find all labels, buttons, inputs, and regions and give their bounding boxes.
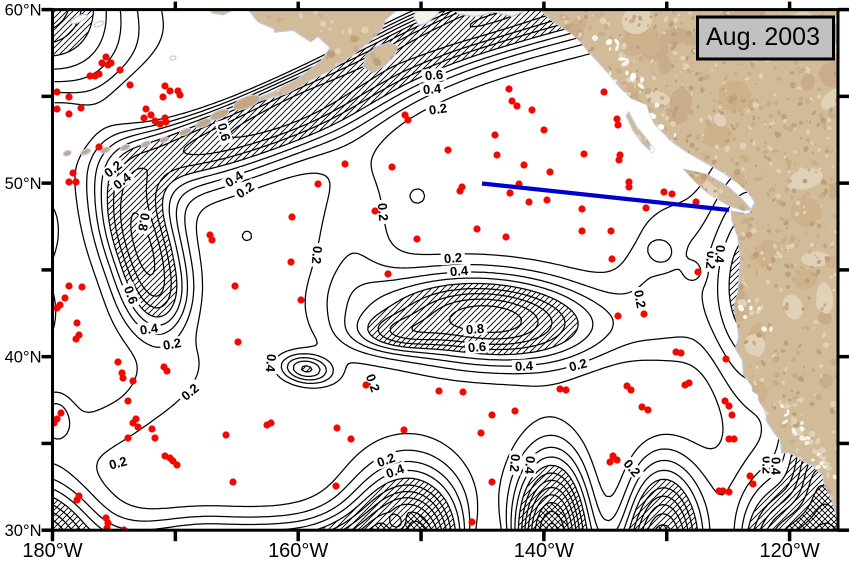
svg-text:0.2: 0.2 bbox=[162, 335, 182, 353]
svg-text:30°N: 30°N bbox=[5, 522, 42, 540]
svg-text:0.2: 0.2 bbox=[375, 450, 397, 470]
svg-text:0.2: 0.2 bbox=[428, 100, 448, 117]
svg-text:50°N: 50°N bbox=[5, 175, 42, 193]
svg-text:0.2: 0.2 bbox=[567, 355, 588, 374]
svg-text:0.4: 0.4 bbox=[139, 320, 160, 337]
svg-text:0.6: 0.6 bbox=[121, 284, 141, 306]
svg-text:0.6: 0.6 bbox=[424, 67, 443, 84]
svg-text:0.2: 0.2 bbox=[507, 453, 524, 472]
svg-text:Aug. 2003: Aug. 2003 bbox=[706, 23, 820, 51]
svg-text:0.4: 0.4 bbox=[769, 457, 784, 476]
svg-text:0.6: 0.6 bbox=[214, 121, 233, 142]
svg-text:0.2: 0.2 bbox=[107, 453, 128, 472]
svg-text:140°W: 140°W bbox=[514, 540, 574, 562]
svg-text:0.4: 0.4 bbox=[384, 461, 407, 482]
svg-text:0.4: 0.4 bbox=[712, 244, 729, 264]
svg-text:0.6: 0.6 bbox=[467, 339, 486, 356]
svg-text:0.4: 0.4 bbox=[522, 455, 539, 475]
svg-text:0.4: 0.4 bbox=[422, 81, 442, 98]
svg-text:0.4: 0.4 bbox=[515, 358, 535, 374]
svg-text:0.2: 0.2 bbox=[443, 250, 462, 267]
svg-text:0.2: 0.2 bbox=[309, 245, 326, 264]
svg-text:0.2: 0.2 bbox=[631, 289, 649, 309]
svg-text:160°W: 160°W bbox=[268, 540, 328, 562]
svg-text:40°N: 40°N bbox=[5, 348, 42, 366]
svg-text:0.4: 0.4 bbox=[449, 263, 469, 280]
svg-text:60°N: 60°N bbox=[5, 1, 42, 19]
svg-text:120°W: 120°W bbox=[759, 540, 819, 562]
svg-text:180°W: 180°W bbox=[22, 540, 82, 562]
svg-text:0.8: 0.8 bbox=[465, 321, 484, 338]
svg-text:0.2: 0.2 bbox=[363, 372, 383, 394]
svg-text:0.4: 0.4 bbox=[263, 353, 280, 373]
svg-text:0.2: 0.2 bbox=[375, 202, 392, 221]
svg-text:0.8: 0.8 bbox=[135, 212, 153, 232]
